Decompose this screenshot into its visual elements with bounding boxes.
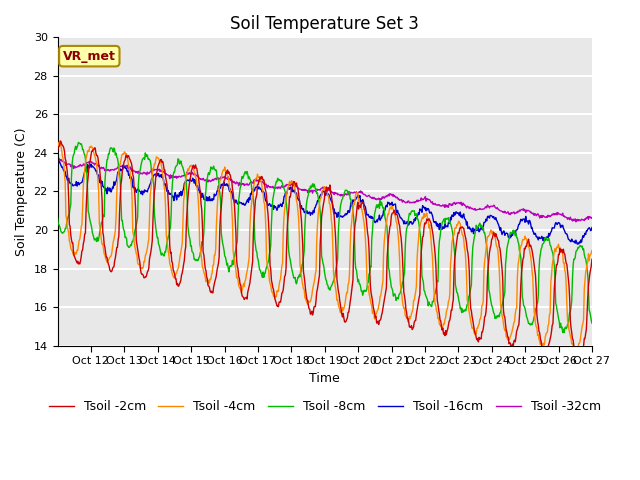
Tsoil -16cm — [54, 160, 61, 166]
Tsoil -4cm — [117, 157, 125, 163]
Text: VR_met: VR_met — [63, 49, 116, 63]
Line: Tsoil -2cm: Tsoil -2cm — [58, 141, 592, 360]
Tsoil -4cm — [215, 185, 223, 191]
Tsoil -8cm — [215, 184, 223, 190]
Tsoil -4cm — [572, 350, 580, 356]
Tsoil -16cm — [262, 198, 269, 204]
Tsoil -32cm — [588, 215, 596, 220]
Tsoil -8cm — [588, 320, 596, 326]
Tsoil -8cm — [410, 208, 418, 214]
Tsoil -4cm — [380, 238, 388, 244]
Tsoil -4cm — [262, 224, 269, 230]
Tsoil -8cm — [75, 140, 83, 145]
Tsoil -8cm — [380, 207, 388, 213]
X-axis label: Time: Time — [309, 372, 340, 384]
Tsoil -32cm — [572, 219, 580, 225]
Tsoil -4cm — [54, 140, 61, 145]
Tsoil -2cm — [588, 256, 596, 262]
Tsoil -4cm — [410, 297, 418, 303]
Tsoil -16cm — [54, 158, 62, 164]
Tsoil -8cm — [262, 266, 269, 272]
Tsoil -8cm — [54, 215, 61, 221]
Tsoil -8cm — [242, 169, 250, 175]
Line: Tsoil -32cm: Tsoil -32cm — [58, 158, 592, 222]
Tsoil -2cm — [380, 297, 388, 302]
Line: Tsoil -4cm: Tsoil -4cm — [58, 142, 592, 353]
Tsoil -8cm — [117, 196, 125, 202]
Tsoil -32cm — [54, 157, 61, 163]
Tsoil -2cm — [573, 357, 581, 363]
Legend: Tsoil -2cm, Tsoil -4cm, Tsoil -8cm, Tsoil -16cm, Tsoil -32cm: Tsoil -2cm, Tsoil -4cm, Tsoil -8cm, Tsoi… — [44, 395, 606, 418]
Tsoil -4cm — [242, 277, 250, 283]
Tsoil -32cm — [410, 200, 418, 206]
Tsoil -4cm — [588, 248, 596, 253]
Y-axis label: Soil Temperature (C): Soil Temperature (C) — [15, 127, 28, 256]
Tsoil -32cm — [380, 195, 388, 201]
Tsoil -16cm — [117, 168, 125, 173]
Tsoil -32cm — [117, 163, 125, 169]
Tsoil -2cm — [54, 148, 61, 154]
Line: Tsoil -16cm: Tsoil -16cm — [58, 161, 592, 244]
Tsoil -32cm — [215, 176, 223, 181]
Tsoil -16cm — [380, 208, 388, 214]
Tsoil -2cm — [56, 138, 64, 144]
Line: Tsoil -8cm: Tsoil -8cm — [58, 143, 592, 333]
Tsoil -2cm — [262, 189, 269, 194]
Tsoil -2cm — [117, 181, 125, 187]
Tsoil -8cm — [560, 330, 568, 336]
Tsoil -32cm — [242, 182, 250, 188]
Tsoil -16cm — [588, 225, 596, 230]
Title: Soil Temperature Set 3: Soil Temperature Set 3 — [230, 15, 419, 33]
Tsoil -16cm — [573, 241, 581, 247]
Tsoil -32cm — [55, 156, 63, 161]
Tsoil -2cm — [242, 295, 250, 300]
Tsoil -32cm — [262, 181, 269, 187]
Tsoil -16cm — [410, 216, 418, 222]
Tsoil -16cm — [242, 201, 250, 207]
Tsoil -2cm — [215, 254, 223, 260]
Tsoil -16cm — [215, 186, 223, 192]
Tsoil -4cm — [56, 139, 64, 145]
Tsoil -2cm — [410, 319, 418, 325]
